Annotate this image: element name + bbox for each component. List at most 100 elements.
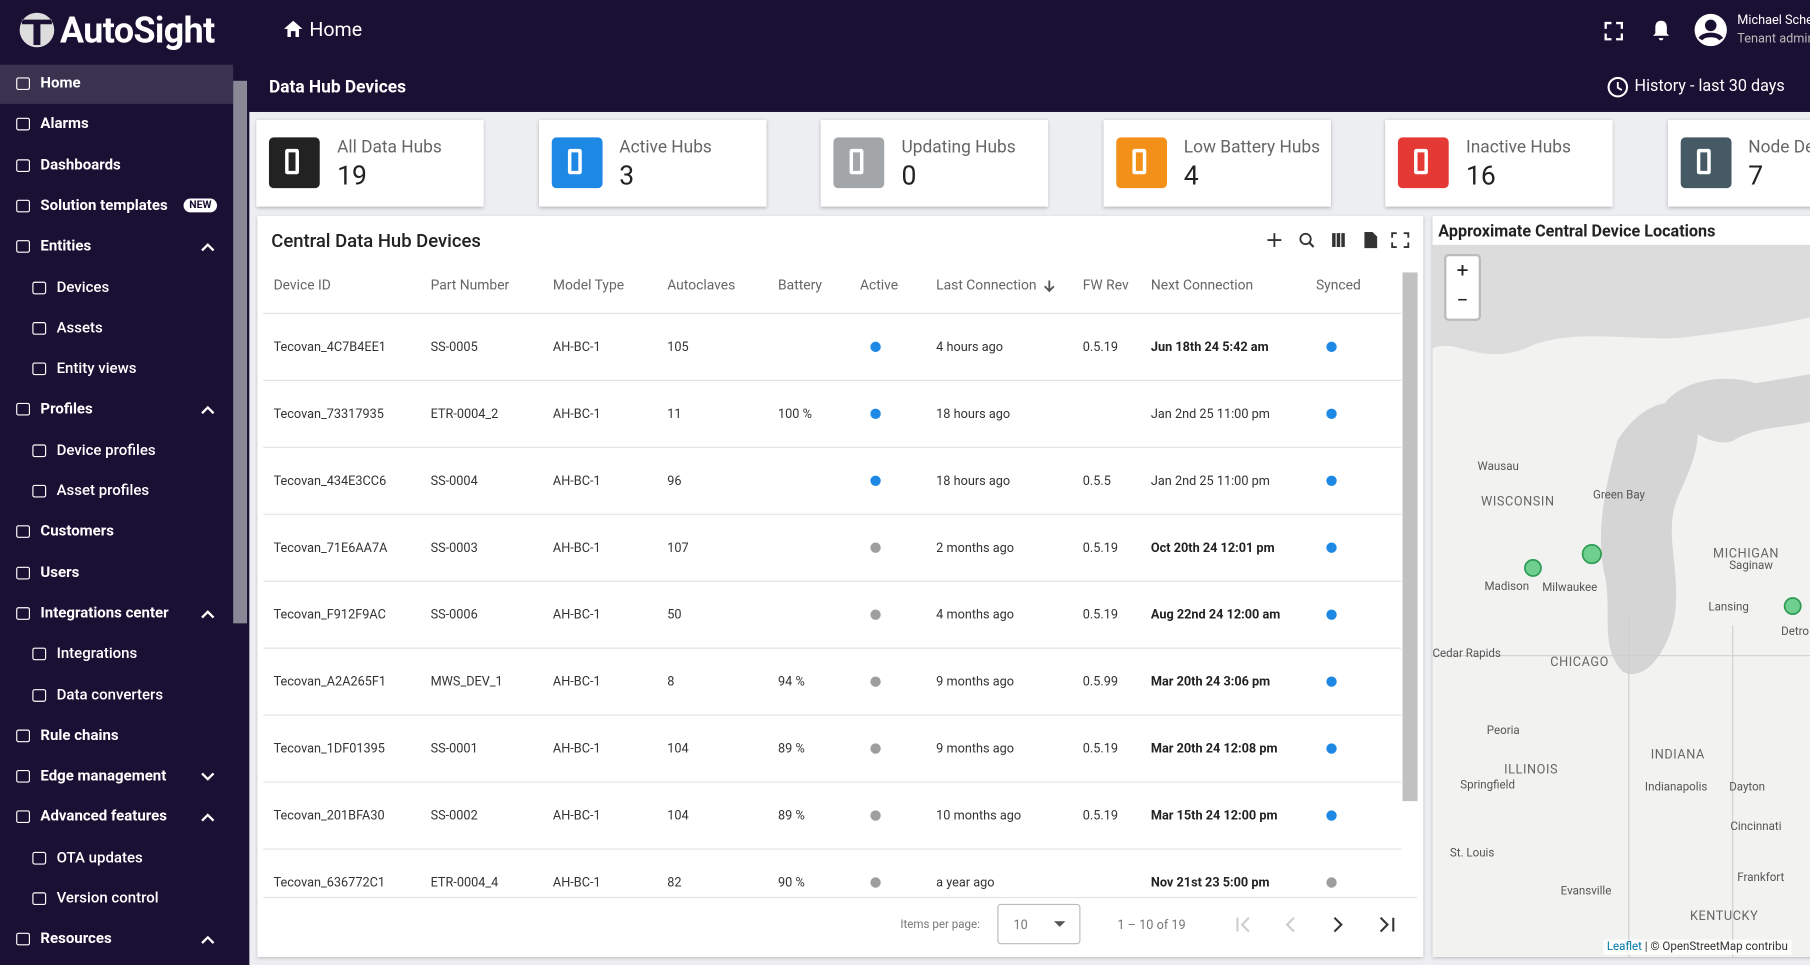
nav-item[interactable]: Solution templates NEW xyxy=(0,187,233,226)
sort-arrow xyxy=(1044,280,1055,293)
active-indicator xyxy=(870,475,881,486)
active-indicator xyxy=(870,877,881,888)
table-cell: Tecovan_73317935 xyxy=(273,406,384,422)
stat-card[interactable]: Node De 7 xyxy=(1667,120,1810,207)
nav-label: Devices xyxy=(56,278,110,297)
map-label: Indianapolis xyxy=(1644,781,1708,795)
pagination-buttons[interactable] xyxy=(1233,914,1400,935)
column-header[interactable]: Next Connection xyxy=(1150,277,1254,294)
leaflet-link[interactable]: Leaflet xyxy=(1606,940,1642,954)
nav-item[interactable]: Advanced features xyxy=(0,798,233,837)
column-header[interactable]: Part Number xyxy=(430,277,510,294)
table-cell: 0.5.19 xyxy=(1082,540,1119,556)
table-cell: Tecovan_F912F9AC xyxy=(273,607,386,623)
column-header[interactable]: Last Connection xyxy=(936,277,1037,294)
card-label: Low Battery Hubs xyxy=(1183,136,1321,157)
synced-indicator xyxy=(1326,475,1337,486)
nav-item[interactable]: Customers xyxy=(0,513,233,552)
nav-icon xyxy=(16,566,31,580)
map-label: Green Bay xyxy=(1592,489,1645,503)
stat-card[interactable]: Updating Hubs 0 xyxy=(820,120,1049,207)
nav-icon xyxy=(32,321,47,335)
nav-item[interactable]: Entities xyxy=(0,228,233,267)
nav-item[interactable]: Alarms xyxy=(0,105,233,144)
nav-item[interactable]: Entity views xyxy=(0,350,233,389)
table-panel xyxy=(257,215,1424,957)
table-cell: 11 xyxy=(667,406,682,422)
sidebar-scrollbar xyxy=(233,80,248,624)
attribution-text: | © OpenStreetMap contribu xyxy=(1644,940,1788,954)
card-glyph xyxy=(849,148,864,175)
column-header[interactable]: Device ID xyxy=(273,277,331,294)
nav-item[interactable]: Rule chains xyxy=(0,717,233,756)
nav-chevron xyxy=(201,610,215,619)
nav-label: Data converters xyxy=(56,686,164,704)
card-glyph xyxy=(1131,148,1146,175)
table-cell: Jan 2nd 25 11:00 pm xyxy=(1150,473,1270,489)
active-indicator xyxy=(870,743,881,754)
table-cell: 0.5.19 xyxy=(1082,741,1119,757)
row-divider xyxy=(263,446,1402,448)
column-header[interactable]: FW Rev xyxy=(1082,277,1129,294)
fullscreen-button[interactable] xyxy=(1603,21,1624,42)
nav-item[interactable]: Integrations xyxy=(0,635,233,674)
nav-item[interactable]: Version control xyxy=(0,880,233,919)
avatar[interactable] xyxy=(1693,13,1728,48)
table-toolbar[interactable] xyxy=(1263,230,1415,251)
stat-card[interactable]: Inactive Hubs 16 xyxy=(1385,120,1613,207)
map-label: Milwaukee xyxy=(1542,581,1598,595)
table-cell: SS-0004 xyxy=(430,473,478,489)
nav-item[interactable]: Home xyxy=(0,64,234,104)
notifications-button[interactable] xyxy=(1651,18,1672,41)
card-icon xyxy=(551,137,602,189)
table-cell: 104 xyxy=(667,741,689,757)
stat-card[interactable]: All Data Hubs 19 xyxy=(256,120,484,207)
nav-item[interactable]: Dashboards xyxy=(0,146,233,185)
table-cell: AH-BC-1 xyxy=(552,473,601,489)
user-name: Michael Sche xyxy=(1737,12,1810,28)
table-cell: Tecovan_636772C1 xyxy=(273,874,386,890)
stat-card[interactable]: Low Battery Hubs 4 xyxy=(1102,120,1331,207)
history-button[interactable]: History - last 30 days xyxy=(1634,77,1785,96)
stat-card[interactable]: Active Hubs 3 xyxy=(538,120,766,207)
nav-icon xyxy=(32,444,47,457)
row-divider xyxy=(263,781,1402,783)
map-label: Peoria xyxy=(1486,724,1520,738)
map-label: Frankfort xyxy=(1737,871,1785,885)
nav-label: Assets xyxy=(56,319,103,337)
nav-item[interactable]: Data converters xyxy=(0,676,233,715)
nav-item[interactable]: Assets xyxy=(0,309,233,348)
active-indicator xyxy=(870,810,881,821)
nav-icon xyxy=(16,118,31,131)
nav-item[interactable]: Devices xyxy=(0,268,233,307)
nav-item[interactable]: Device profiles xyxy=(0,431,233,470)
column-header[interactable]: Autoclaves xyxy=(667,277,736,294)
map[interactable] xyxy=(1432,244,1810,957)
nav-item[interactable]: Asset profiles xyxy=(0,472,233,511)
table-cell: 18 hours ago xyxy=(936,473,1011,489)
nav-label: Advanced features xyxy=(40,808,167,826)
card-value: 4 xyxy=(1183,160,1199,192)
nav-item[interactable]: Resources xyxy=(0,920,233,959)
nav-icon xyxy=(16,810,31,824)
zoom-controls[interactable]: + − xyxy=(1444,253,1482,321)
nav-item[interactable]: Integrations center xyxy=(0,594,233,633)
nav-item[interactable]: Users xyxy=(0,554,233,593)
card-icon xyxy=(1397,137,1449,189)
column-header[interactable]: Synced xyxy=(1315,277,1361,294)
nav-icon xyxy=(16,158,31,172)
nav-item[interactable]: Edge management xyxy=(0,757,233,796)
nav-item[interactable]: Profiles xyxy=(0,391,233,430)
map-label: WISCONSIN xyxy=(1481,494,1555,510)
map-title-bar xyxy=(1432,215,1810,245)
history-icon[interactable] xyxy=(1607,76,1629,98)
column-header[interactable]: Battery xyxy=(778,277,822,294)
nav-item[interactable]: OTA updates xyxy=(0,839,233,878)
column-header[interactable]: Active xyxy=(859,277,899,294)
map-label: Saginaw xyxy=(1729,559,1773,573)
nav-label: Asset profiles xyxy=(56,482,150,500)
table-cell: SS-0001 xyxy=(430,741,478,757)
items-per-page-select[interactable] xyxy=(997,903,1081,945)
column-header[interactable]: Model Type xyxy=(552,277,625,294)
table-cell: AH-BC-1 xyxy=(552,741,601,757)
